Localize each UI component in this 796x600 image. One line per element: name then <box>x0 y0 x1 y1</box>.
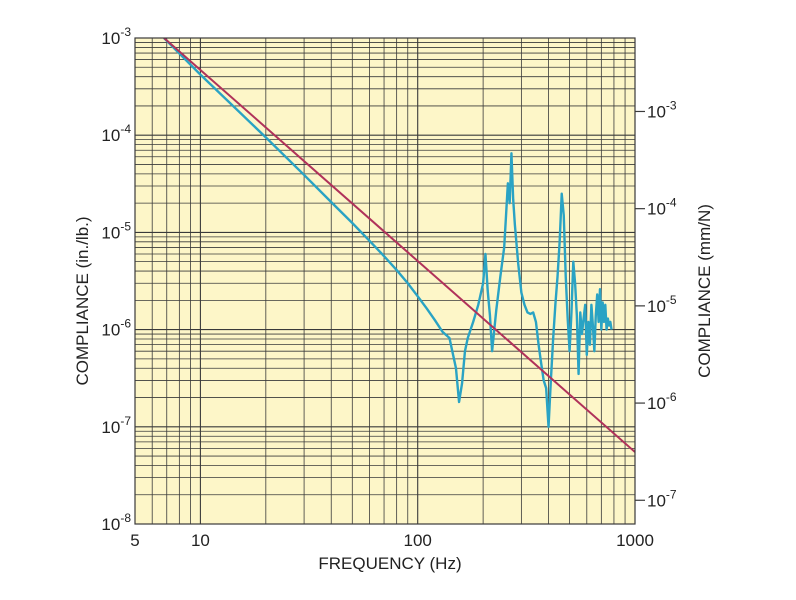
y-left-tick-label: 10-7 <box>101 414 131 437</box>
plot-frame <box>134 37 636 525</box>
y-left-tick-label: 10-5 <box>101 219 131 242</box>
measured-compliance-line <box>163 38 613 428</box>
y-right-tick-label: 10-4 <box>647 196 677 219</box>
x-tick-label: 5 <box>130 531 139 550</box>
y-left-tick-label: 10-8 <box>101 511 131 534</box>
y-right-tick-label: 10-7 <box>647 487 677 510</box>
y-right-tick-label: 10-3 <box>647 98 677 121</box>
y-left-tick-label: 10-6 <box>101 317 131 340</box>
y-right-tick-label: 10-5 <box>647 293 677 316</box>
x-tick-label: 10 <box>191 531 210 550</box>
y-axis-right-label: COMPLIANCE (mm/N) <box>695 204 714 378</box>
x-tick-label: 100 <box>404 531 432 550</box>
series-layer <box>163 38 635 453</box>
x-axis-label: FREQUENCY (Hz) <box>318 554 461 573</box>
y-axis-left-label: COMPLIANCE (in./lb.) <box>73 216 92 385</box>
y-left-tick-label: 10-4 <box>101 122 131 145</box>
x-tick-label: 1000 <box>616 531 654 550</box>
y-left-tick-label: 10-3 <box>101 25 131 48</box>
y-right-tick-label: 10-6 <box>647 390 677 413</box>
reference-line <box>163 38 635 453</box>
plot-background <box>135 38 635 524</box>
tick-labels: 5 10 100 1000 10-3 10-4 10-5 10-6 10-7 10-8 10-3 10… <box>101 25 677 550</box>
